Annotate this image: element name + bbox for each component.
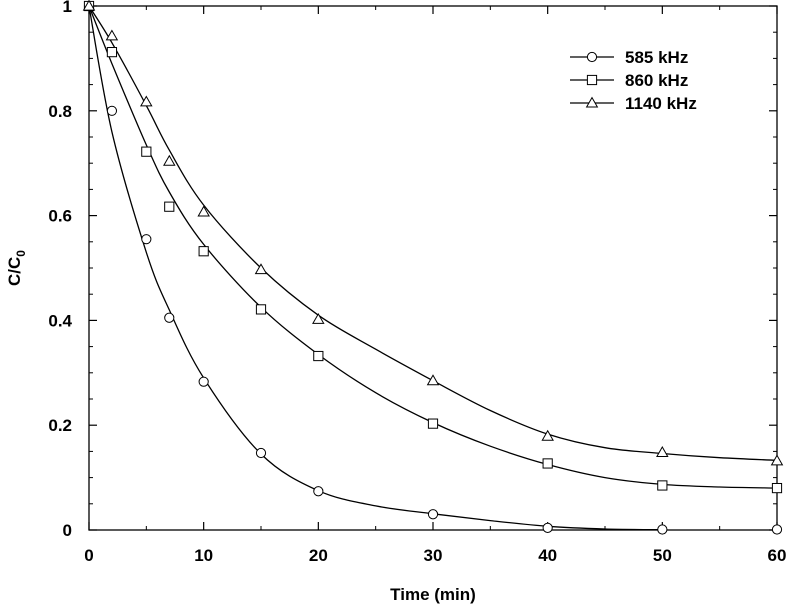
data-point-square — [771, 482, 783, 494]
x-tick-label: 40 — [538, 546, 557, 565]
data-point-circle — [657, 524, 668, 535]
y-axis-label-subscript: 0 — [14, 250, 28, 257]
legend-label: 1140 kHz — [625, 94, 697, 113]
legend: 585 kHz 860 kHz 1140 kHz — [570, 48, 697, 113]
x-tick-label: 20 — [309, 546, 328, 565]
y-tick-label: 0.8 — [48, 102, 72, 121]
x-tick-label: 10 — [194, 546, 213, 565]
y-tick-label: 1 — [63, 0, 72, 16]
data-point-square — [141, 146, 152, 157]
data-point-square — [542, 458, 553, 469]
data-point-circle — [164, 312, 175, 323]
data-point-circle — [198, 376, 209, 387]
data-point-circle — [106, 105, 118, 116]
data-point-triangle — [105, 29, 119, 41]
y-axis-label-main: C/C — [5, 257, 24, 286]
data-point-square — [657, 480, 668, 491]
x-axis-label: Time (min) — [390, 585, 476, 604]
y-tick-label: 0.2 — [48, 416, 72, 435]
data-point-square — [164, 201, 175, 212]
legend-marker-circle — [586, 51, 598, 63]
data-point-triangle — [254, 263, 268, 275]
data-point-triangle — [197, 205, 210, 217]
data-point-circle — [313, 486, 324, 497]
data-point-circle — [255, 447, 267, 459]
data-point-circle — [771, 524, 783, 535]
data-point-square — [427, 418, 439, 429]
data-point-triangle — [426, 374, 440, 386]
x-tick-label: 50 — [653, 546, 672, 565]
data-point-circle — [141, 234, 152, 245]
data-point-triangle — [312, 312, 325, 324]
x-tick-label: 0 — [84, 546, 93, 565]
data-point-triangle — [163, 154, 176, 166]
y-axis-label: C/C0 — [5, 250, 28, 286]
data-point-circle — [427, 509, 439, 520]
data-point-triangle — [656, 445, 669, 457]
legend-label: 860 kHz — [625, 71, 688, 90]
legend-marker-square — [586, 74, 598, 86]
legend-label: 585 kHz — [625, 48, 688, 67]
x-tick-label: 60 — [768, 546, 787, 565]
data-point-square — [313, 350, 324, 362]
data-point-circle — [542, 522, 553, 534]
legend-marker-triangle — [585, 96, 599, 108]
x-tick-label: 30 — [424, 546, 443, 565]
data-point-triangle — [541, 429, 554, 441]
y-tick-label: 0 — [63, 521, 72, 540]
data-point-square — [198, 246, 209, 257]
data-point-triangle — [770, 454, 784, 466]
fit-curve-circle — [88, 5, 663, 531]
data-point-triangle — [140, 95, 153, 107]
data-markers — [82, 0, 784, 535]
data-point-triangle — [82, 0, 96, 11]
data-point-square — [255, 304, 267, 315]
y-tick-label: 0.4 — [48, 311, 72, 330]
svg-text:C/C0: C/C0 — [5, 250, 28, 286]
fit-curve-triangle — [88, 5, 778, 461]
y-tick-label: 0.6 — [48, 207, 72, 226]
data-point-square — [106, 47, 118, 58]
